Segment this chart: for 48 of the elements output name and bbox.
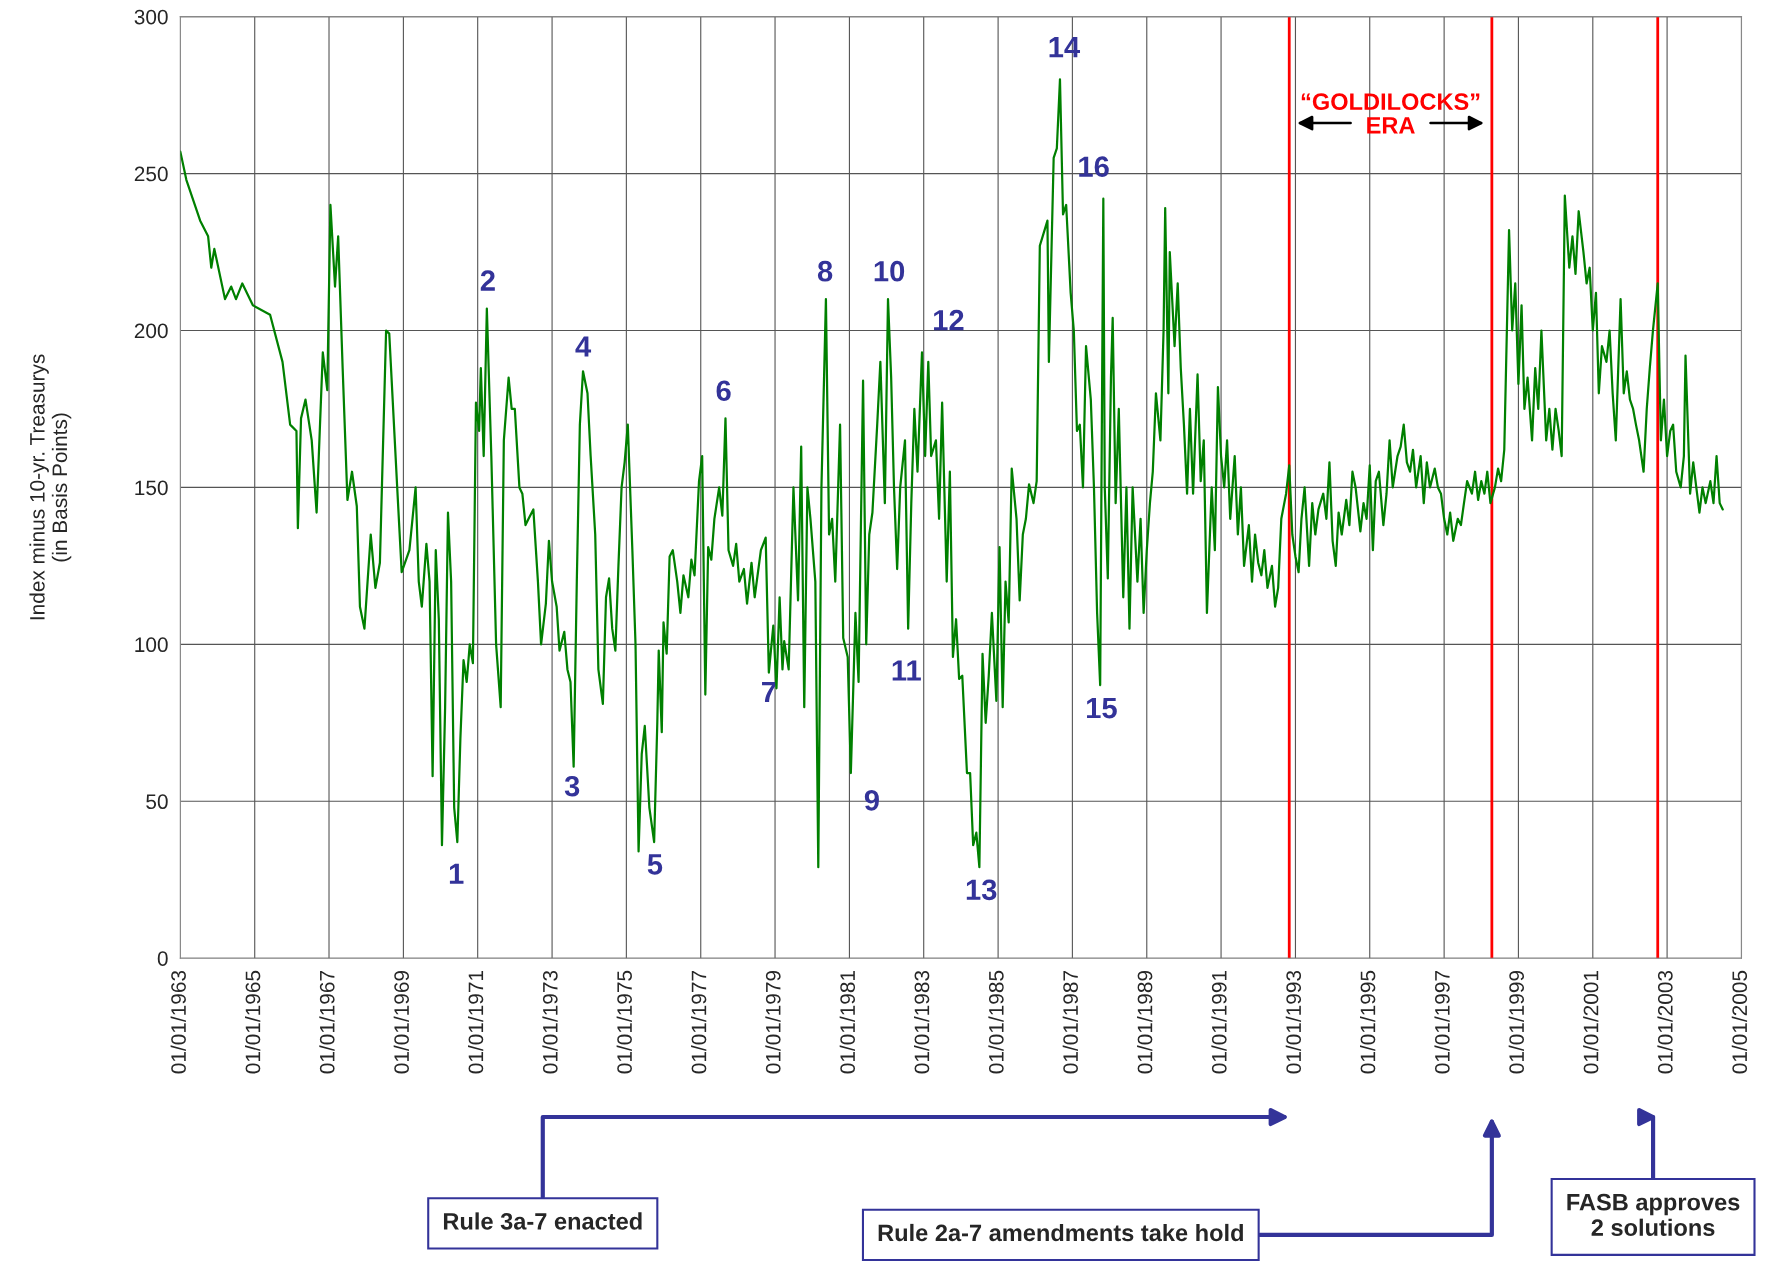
annotation: 5 bbox=[647, 854, 663, 875]
annotation: 8 bbox=[817, 260, 833, 282]
x-tick-label: 01/01/1989 bbox=[1137, 970, 1153, 1074]
x-tick-label: 01/01/1973 bbox=[542, 970, 558, 1074]
x-tick-label: 01/01/1979 bbox=[765, 970, 781, 1074]
x-tick-label: 01/01/1975 bbox=[616, 970, 632, 1074]
x-tick-label: 01/01/1965 bbox=[245, 970, 261, 1074]
text: Rule 2a-7 amendments take hold bbox=[878, 1223, 1243, 1242]
x-tick-label: 01/01/2001 bbox=[1583, 971, 1599, 1074]
annotation: 13 bbox=[966, 879, 997, 901]
annotation: 7 bbox=[762, 682, 776, 703]
x-tick-label: 01/01/1971 bbox=[467, 971, 484, 1074]
annotation: “GOLDILOCKS” ERA bbox=[1301, 93, 1480, 134]
y-tick-label: 200 bbox=[134, 323, 168, 339]
y-tick-label: 100 bbox=[135, 637, 168, 653]
annotation: 6 bbox=[716, 380, 731, 402]
x-tick-label: 01/01/1985 bbox=[988, 970, 1004, 1074]
annotation: 16 bbox=[1079, 156, 1109, 178]
x-tick-label: 01/01/1977 bbox=[691, 971, 707, 1074]
x-tick-label: 01/01/1969 bbox=[393, 970, 409, 1074]
y-tick-label: 150 bbox=[135, 480, 168, 496]
annotation: 1 bbox=[449, 863, 464, 884]
y-tick-label: 50 bbox=[146, 794, 168, 810]
x-tick-label: 01/01/1963 bbox=[170, 970, 186, 1074]
x-tick-label: 01/01/1993 bbox=[1285, 970, 1302, 1074]
x-tick-label: 01/01/1983 bbox=[914, 970, 930, 1074]
x-tick-label: 01/01/1981 bbox=[839, 971, 856, 1074]
annotation: 12 bbox=[934, 309, 964, 331]
annotation: 2 bbox=[480, 270, 495, 291]
annotation: 15 bbox=[1087, 698, 1117, 719]
x-tick-label: 01/01/2003 bbox=[1657, 970, 1673, 1074]
x-tick-label: 01/01/2005 bbox=[1731, 970, 1748, 1074]
x-tick-label: 01/01/1987 bbox=[1062, 971, 1078, 1074]
text: Rule 3a-7 enacted bbox=[443, 1212, 642, 1230]
x-tick-label: 01/01/1967 bbox=[319, 971, 335, 1074]
annotation: 11 bbox=[892, 660, 921, 681]
x-tick-label: 01/01/1999 bbox=[1508, 970, 1525, 1074]
y-tick-label: 300 bbox=[134, 9, 168, 25]
x-tick-label: 01/01/1997 bbox=[1434, 971, 1450, 1074]
annotation: 10 bbox=[874, 260, 905, 282]
text: FASB approves 2 solutions bbox=[1567, 1193, 1740, 1236]
annotation: 3 bbox=[564, 775, 580, 797]
y-tick-label: 0 bbox=[157, 951, 168, 966]
x-tick-label: 01/01/1995 bbox=[1360, 970, 1376, 1074]
x-tick-label: 01/01/1991 bbox=[1211, 971, 1227, 1074]
y-tick-label: 250 bbox=[134, 166, 168, 182]
annotation: 4 bbox=[575, 336, 592, 357]
y-axis-title: Index minus 10-yr. Treasurys (in Basis Points) bbox=[29, 354, 72, 620]
